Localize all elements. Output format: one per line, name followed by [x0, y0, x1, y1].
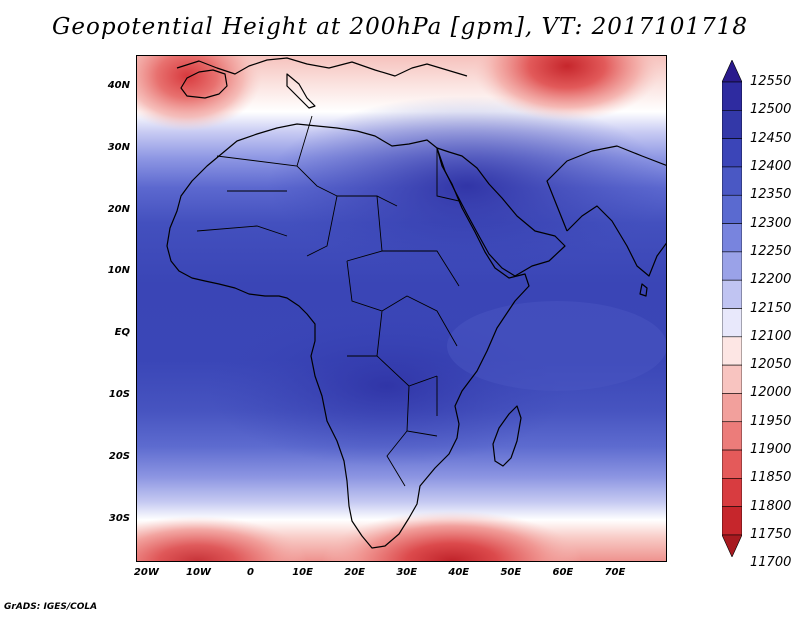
color-scale-segment [722, 393, 742, 423]
low-center-southwest [137, 516, 307, 561]
country-borders [196, 115, 460, 487]
color-scale-segment [722, 421, 742, 451]
color-scale-segment [722, 308, 742, 338]
color-scale-segment [722, 166, 742, 196]
latitude-label: 40N [107, 79, 130, 91]
color-scale-label: 12200 [750, 272, 792, 288]
longitude-label: 40E [448, 567, 470, 578]
indian-ocean-lobe [447, 301, 666, 391]
color-scale-label: 12350 [750, 187, 792, 203]
color-scale-segment [722, 364, 742, 394]
color-scale-segment [722, 279, 742, 309]
color-scale-segment [722, 138, 742, 168]
color-scale-label: 12500 [750, 102, 792, 118]
color-scale-segment [722, 60, 742, 83]
color-scale-bar [722, 60, 742, 557]
color-scale-label: 11700 [750, 555, 792, 571]
color-scale-label: 11950 [750, 413, 792, 429]
longitude-label: 0 [247, 567, 254, 578]
longitude-label: 50E [500, 567, 522, 578]
low-center-south [322, 511, 582, 561]
latitude-label: 20N [107, 203, 130, 215]
color-scale-label: 11750 [750, 527, 792, 542]
color-scale-segment [722, 336, 742, 366]
longitude-label: 30E [396, 567, 418, 578]
latitude-label: 20S [108, 450, 130, 462]
color-scale-label: 12000 [750, 385, 792, 401]
latitude-label: 10S [108, 389, 130, 401]
color-scale-label: 12300 [750, 215, 792, 231]
longitude-label: 70E [604, 567, 626, 578]
low-center-northeast [472, 56, 662, 121]
color-scale-label: 11900 [750, 442, 792, 458]
longitude-label: 10E [292, 567, 313, 578]
grads-credit: GrADS: IGES/COLA [4, 602, 98, 612]
color-scale-label: 12100 [750, 328, 792, 344]
latitude-label: 30S [108, 512, 130, 524]
color-scale-label: 12450 [750, 130, 792, 146]
color-scale-label: 11850 [750, 470, 792, 486]
latitude-label: 10N [107, 265, 130, 277]
color-scale-segment [722, 506, 742, 536]
geopotential-map [137, 56, 666, 561]
color-scale-label: 12250 [750, 243, 792, 259]
color-scale-segment [722, 110, 742, 139]
map-title: Geopotential Height at 200hPa [gpm], VT:… [52, 14, 748, 40]
color-scale-label: 12400 [750, 158, 792, 174]
color-scale-label: 12150 [750, 300, 792, 316]
color-scale-segment [722, 81, 742, 111]
color-scale-label: 12550 [750, 74, 792, 89]
coastlines [166, 57, 666, 549]
color-scale-segment [722, 449, 742, 479]
color-scale-label: 12050 [750, 357, 792, 373]
color-scale-segment [722, 251, 742, 281]
longitude-label: 20W [133, 567, 159, 578]
longitude-label: 20E [344, 567, 366, 578]
longitude-label: 60E [552, 567, 574, 578]
map-panel [136, 55, 667, 562]
color-scale-segment [722, 223, 742, 253]
color-scale-segment [722, 478, 742, 507]
color-scale-segment [722, 534, 742, 557]
latitude-label: 30N [107, 141, 130, 153]
color-scale-segment [722, 194, 742, 224]
low-center-northwest [137, 56, 262, 131]
color-scale-label: 11800 [750, 498, 792, 514]
longitude-label: 10W [185, 567, 211, 578]
latitude-label: EQ [114, 327, 130, 339]
high-core-north [267, 96, 666, 276]
